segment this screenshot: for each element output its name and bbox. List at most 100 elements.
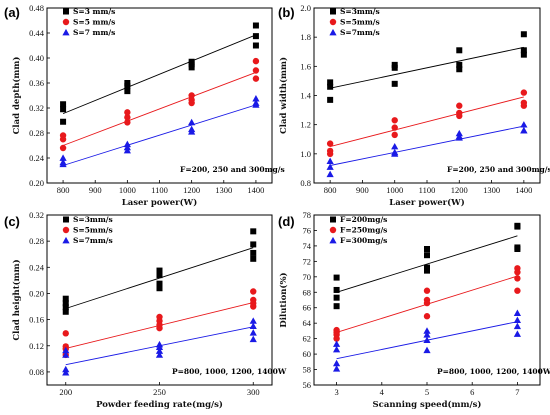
data-point-series-2: [250, 303, 257, 310]
y-tick-label: 0.36: [29, 78, 44, 88]
data-point-series-1: [252, 22, 259, 29]
y-tick-label: 56: [303, 380, 312, 390]
x-tick-label: 900: [89, 185, 102, 195]
y-tick-label: 0.48: [29, 3, 44, 13]
y-tick-label: 0.20: [29, 178, 44, 188]
data-point-series-1: [252, 42, 259, 49]
legend-marker-3: [329, 236, 337, 244]
y-tick-label: 0.16: [29, 315, 44, 325]
y-tick-label: 0.32: [29, 103, 44, 113]
y-tick-label: 66: [303, 303, 312, 313]
data-point-series-3: [333, 345, 341, 353]
panel-label: (b): [278, 5, 295, 20]
data-point-series-2: [62, 330, 69, 337]
y-tick-label: 60: [303, 349, 312, 359]
data-point-series-2: [423, 299, 431, 307]
data-point-series-1: [333, 286, 340, 293]
y-tick-label: 0.8: [300, 178, 311, 188]
data-point-series-1: [250, 241, 257, 248]
data-point-series-3: [326, 170, 334, 178]
data-point-series-2: [124, 119, 131, 126]
y-tick-label: 0.32: [29, 210, 44, 220]
x-tick-label: 800: [57, 185, 70, 195]
data-point-series-1: [60, 118, 67, 125]
data-point-series-2: [423, 313, 431, 320]
legend-label-2: S=5mm/s: [340, 18, 380, 27]
data-point-series-3: [333, 365, 341, 372]
data-point-series-1: [250, 249, 257, 256]
fit-line-series-2: [62, 71, 257, 146]
data-point-series-1: [424, 252, 430, 259]
x-axis-label: Laser power(W): [389, 197, 465, 208]
y-tick-label: 1.0: [300, 149, 311, 159]
data-point-series-2: [252, 75, 260, 82]
data-point-series-1: [456, 66, 463, 73]
legend-marker-1: [63, 216, 69, 223]
y-tick-label: 0.12: [29, 341, 44, 351]
data-point-series-1: [391, 80, 398, 87]
legend-marker-1: [330, 216, 336, 223]
condition-annotation: F=200, 250 and 300mg/s: [447, 165, 550, 174]
data-point-series-2: [514, 268, 521, 276]
panel-label: (d): [278, 214, 295, 229]
data-point-series-3: [513, 316, 521, 323]
x-tick-label: 250: [153, 387, 166, 397]
data-point-series-2: [124, 109, 131, 116]
legend-marker-1: [330, 8, 336, 15]
legend-label-1: S=3mm/s: [340, 7, 380, 16]
data-point-series-3: [249, 329, 257, 336]
legend-label-2: S=5mm/s: [73, 226, 113, 235]
chart-panel-1: 800 900 1000 1100 1200 1300 1400 0.20 0.24 0.28 0.…: [4, 3, 285, 208]
x-tick-label: 300: [247, 387, 260, 397]
y-tick-label: 76: [303, 225, 312, 235]
x-tick-label: 1300: [483, 185, 500, 195]
data-point-series-1: [124, 80, 131, 86]
data-point-series-1: [60, 106, 67, 113]
data-point-series-2: [59, 136, 67, 143]
legend: F=200mg/s F=250mg/sF=300mg/s: [329, 215, 387, 245]
y-tick-label: 62: [303, 334, 312, 344]
data-point-series-3: [520, 126, 528, 134]
x-tick-label: 1400: [247, 185, 264, 195]
x-axis-label: Laser power(W): [122, 197, 198, 208]
data-point-series-1: [60, 101, 67, 108]
data-point-series-1: [62, 295, 69, 302]
legend-label-3: S=7mm/s: [340, 28, 380, 37]
x-tick-label: 4: [380, 387, 385, 397]
x-tick-label: 6: [470, 387, 474, 397]
data-point-series-3: [455, 134, 463, 141]
x-tick-label: 1000: [119, 185, 136, 195]
data-point-series-1: [520, 51, 527, 58]
data-point-series-1: [156, 280, 163, 287]
x-tick-label: 1400: [515, 185, 532, 195]
data-point-series-2: [188, 92, 195, 99]
data-point-series-2: [188, 99, 195, 107]
y-axis-label: Clad height(mm): [11, 259, 22, 340]
data-point-series-2: [252, 57, 260, 65]
data-point-series-3: [155, 347, 164, 354]
data-point-series-3: [62, 346, 70, 354]
legend-label-3: F=300mg/s: [340, 236, 387, 245]
data-point-series-3: [123, 146, 131, 154]
data-point-series-2: [514, 275, 521, 282]
y-tick-label: 0.28: [29, 128, 44, 138]
data-point-series-1: [333, 303, 340, 310]
data-point-series-3: [423, 346, 431, 354]
data-point-series-2: [252, 67, 260, 74]
data-point-series-3: [62, 368, 70, 376]
legend-marker-3: [62, 236, 70, 244]
data-point-series-3: [62, 351, 70, 358]
x-tick-label: 1100: [419, 185, 436, 195]
y-tick-label: 64: [303, 318, 312, 328]
data-point-series-3: [59, 154, 67, 161]
y-tick-label: 1.4: [300, 91, 311, 101]
data-point-series-1: [514, 223, 521, 230]
data-point-series-1: [333, 294, 340, 301]
x-tick-label: 7: [515, 387, 519, 397]
data-point-series-3: [326, 163, 334, 170]
data-point-series-1: [327, 79, 334, 86]
chart-panel-2: 800 900 1000 1100 1200 1300 1400 0.8 1.0 1.2 1.4 1.…: [278, 3, 550, 208]
data-point-series-1: [124, 88, 131, 95]
